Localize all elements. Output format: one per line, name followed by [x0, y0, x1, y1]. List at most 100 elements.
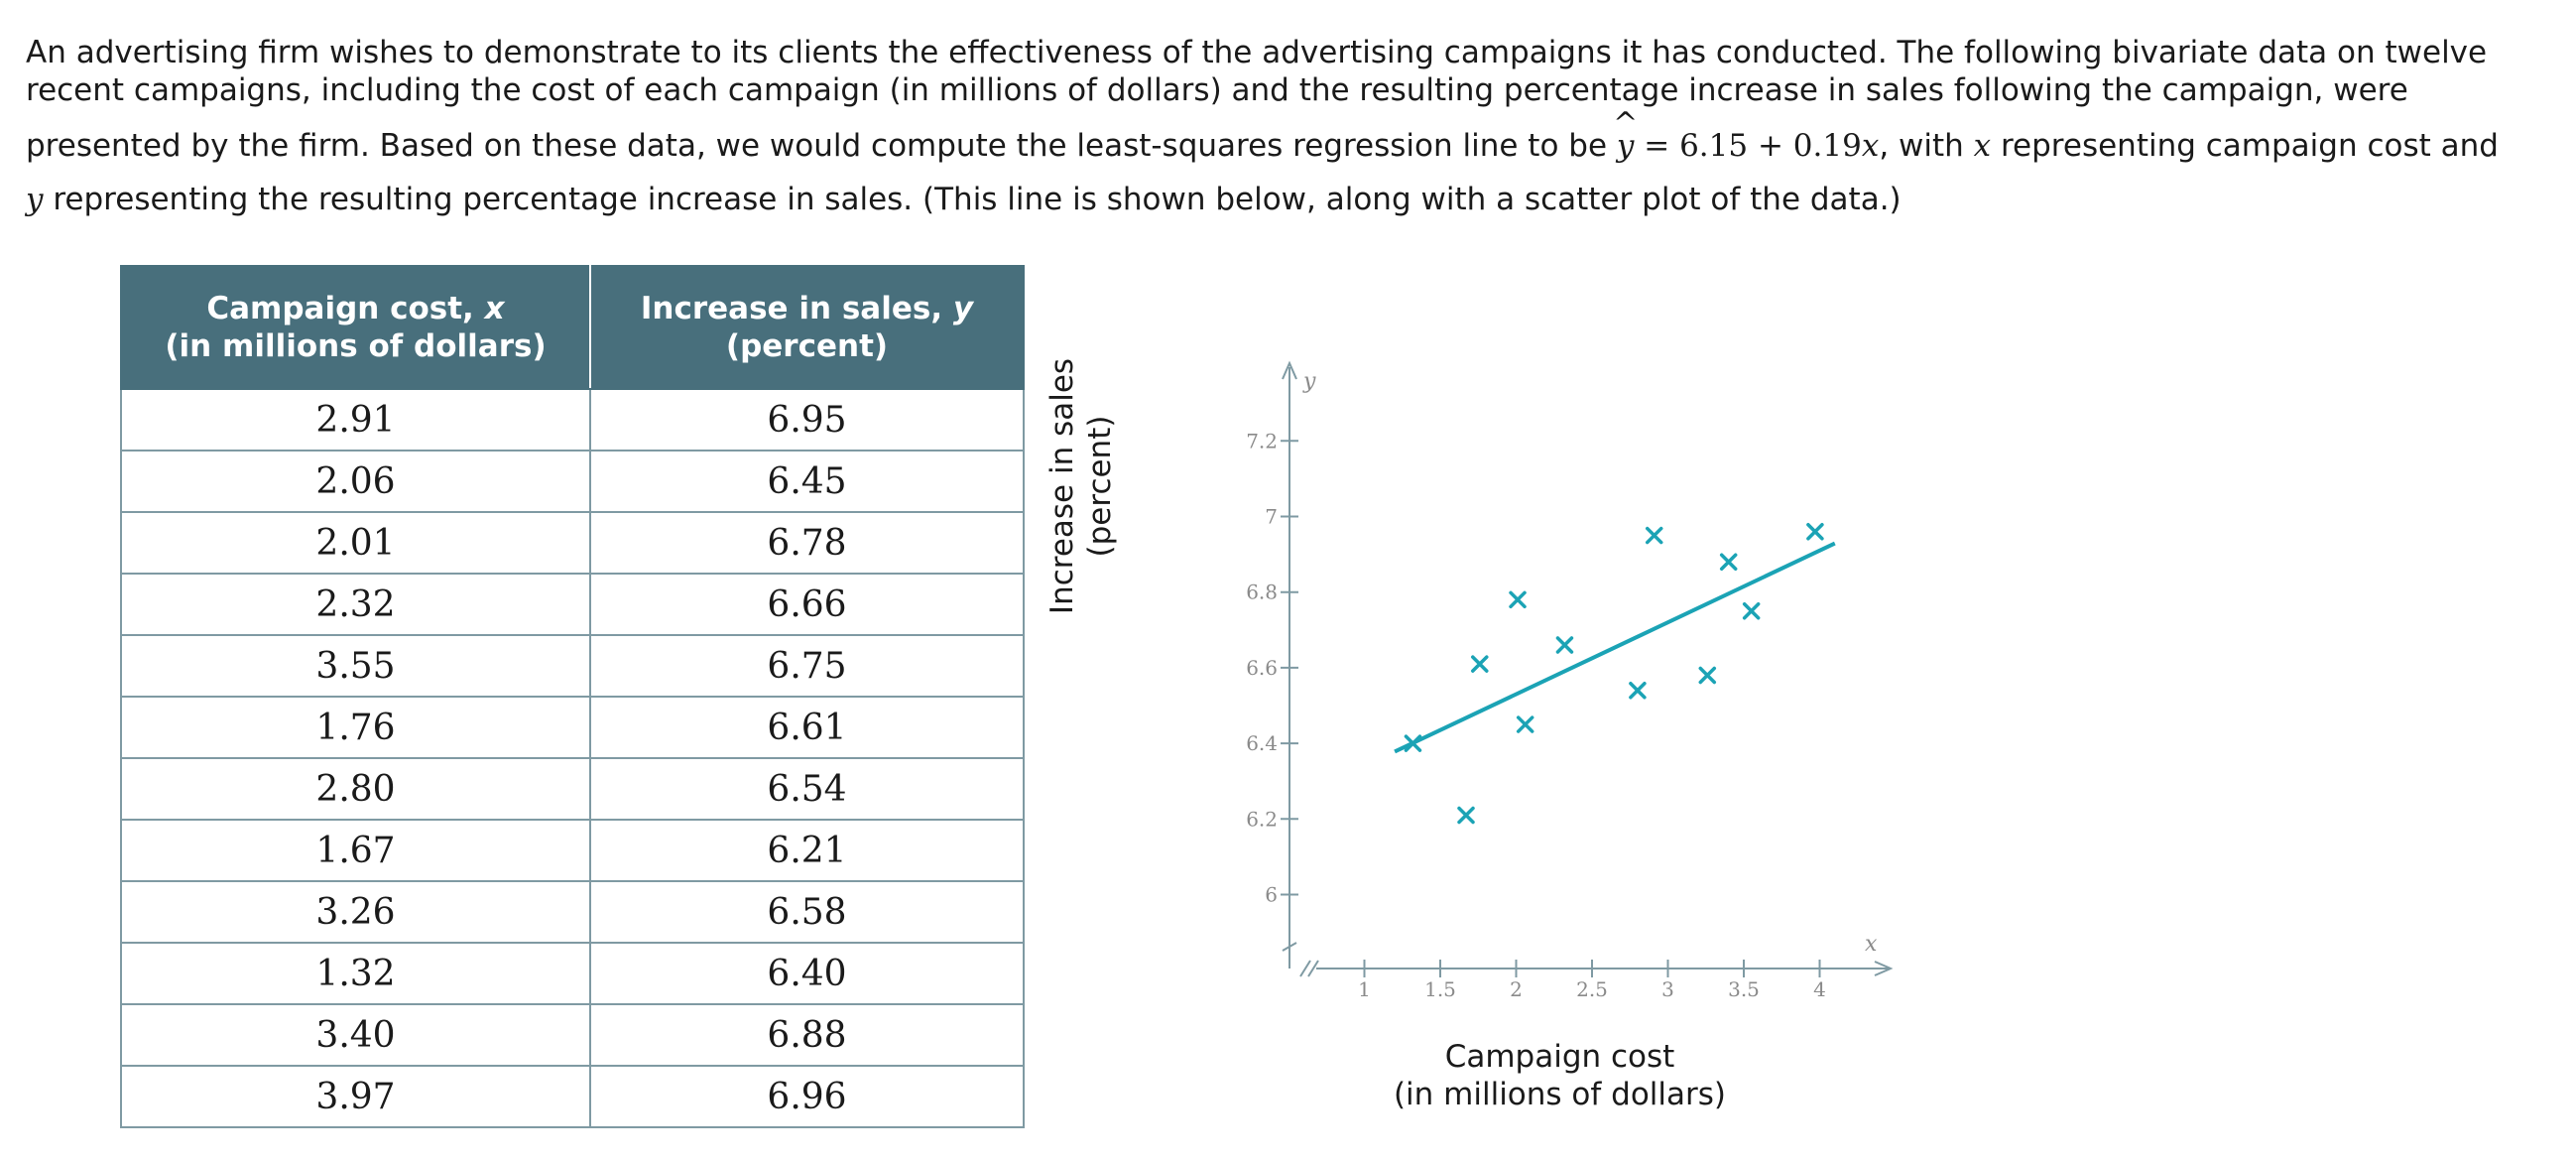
data-point [1806, 522, 1824, 541]
cell-cost: 2.80 [120, 757, 591, 821]
y-tick-label: 6.8 [1246, 581, 1278, 604]
problem-statement: An advertising firm wishes to demonstrat… [26, 34, 2550, 218]
table-header-row: Campaign cost, x (in millions of dollars)… [120, 265, 1025, 390]
x-tick-label: 1.5 [1424, 977, 1456, 1001]
cell-cost: 2.06 [120, 450, 591, 513]
intro-line-4: y representing the resulting percentage … [26, 181, 2550, 218]
header-increase-in-sales: Increase in sales, y (percent) [589, 265, 1025, 390]
y-tick-label: 6.6 [1246, 656, 1278, 680]
table-row: 2.01 6.78 [120, 511, 1025, 575]
regression-line [1394, 541, 1836, 754]
y-axis-break-icon [1282, 942, 1297, 969]
cell-increase: 6.58 [589, 880, 1025, 944]
intro-line-3-text: presented by the firm. Based on these da… [26, 128, 1617, 164]
cell-cost: 1.67 [120, 819, 591, 882]
data-point [1645, 526, 1663, 545]
x-axis-break-icon [1299, 960, 1319, 977]
intro-line-1: An advertising firm wishes to demonstrat… [26, 35, 2488, 70]
x-axis-title-line-1: Campaign cost [1444, 1039, 1675, 1075]
table-row: 1.76 6.61 [120, 696, 1025, 759]
cell-cost: 3.55 [120, 634, 591, 698]
x-axis-letter: x [1865, 932, 1878, 957]
table-row: 3.97 6.96 [120, 1065, 1025, 1128]
y-axis-arrow-icon [1282, 360, 1297, 380]
cell-increase: 6.78 [589, 511, 1025, 575]
header-campaign-cost: Campaign cost, x (in millions of dollars) [120, 265, 591, 390]
cell-cost: 3.40 [120, 1003, 591, 1067]
x-tick-label: 4 [1813, 977, 1826, 1001]
equation-variable: x [1861, 128, 1880, 164]
y-axis-title-line-1: Increase in sales [1044, 357, 1080, 615]
cell-increase: 6.54 [589, 757, 1025, 821]
data-point [1629, 682, 1647, 700]
y-variable: y [26, 182, 44, 217]
header-x-text: Campaign cost, [206, 291, 485, 326]
data-point [1509, 590, 1527, 609]
data-point [1698, 666, 1717, 685]
hat-accent-icon: ^ [1613, 106, 1639, 141]
cell-cost: 1.32 [120, 942, 591, 1005]
x-tick-label: 3.5 [1728, 977, 1760, 1001]
data-table: Campaign cost, x (in millions of dollars)… [120, 265, 1025, 1128]
table-row: 2.32 6.66 [120, 573, 1025, 636]
y-tick-label: 7 [1265, 505, 1278, 529]
data-point [1555, 636, 1574, 654]
header-y-var: y [952, 291, 974, 326]
y-tick-label: 6.2 [1246, 807, 1278, 831]
header-y-text: Increase in sales, [640, 291, 953, 326]
scatter-plot: y x 6 6.2 6.4 6.6 6.8 7 7.2 1 1.5 2 2.5 3 3.5 4 [1246, 360, 1894, 1001]
x-tick-label: 1 [1358, 977, 1371, 1001]
table-row: 3.55 6.75 [120, 634, 1025, 698]
cell-increase: 6.21 [589, 819, 1025, 882]
x-axis-title-line-2: (in millions of dollars) [1393, 1077, 1727, 1112]
data-point [1471, 655, 1489, 673]
cell-cost: 3.26 [120, 880, 591, 944]
cell-cost: 2.32 [120, 573, 591, 636]
cell-increase: 6.88 [589, 1003, 1025, 1067]
intro-line-4-text: representing the resulting percentage in… [43, 182, 1901, 217]
table-row: 1.67 6.21 [120, 819, 1025, 882]
regression-equation: ^ y = 6.15 + 0.19x [1613, 106, 1880, 165]
y-tick-label: 6 [1265, 883, 1278, 907]
data-point [1742, 602, 1761, 620]
cell-increase: 6.75 [589, 634, 1025, 698]
table-row: 1.32 6.40 [120, 942, 1025, 1005]
table-row: 2.06 6.45 [120, 450, 1025, 513]
data-point [1404, 734, 1422, 752]
equation-rhs: = 6.15 + 0.19 [1634, 128, 1862, 164]
y-hat-symbol: ^ y [1613, 106, 1638, 165]
header-x-unit: (in millions of dollars) [165, 328, 547, 364]
x-tick-label: 2.5 [1576, 977, 1608, 1001]
intro-line-3-after-a: , with [1879, 128, 1974, 164]
cell-increase: 6.96 [589, 1065, 1025, 1128]
data-point [1516, 715, 1534, 733]
intro-line-2: recent campaigns, including the cost of … [26, 72, 2408, 108]
data-point [1719, 553, 1738, 571]
y-axis-title: Increase in sales (percent) [1043, 278, 1119, 695]
intro-line-3-after-b: representing campaign cost and [1991, 128, 2499, 164]
y-tick-label: 7.2 [1246, 429, 1278, 452]
cell-increase: 6.66 [589, 573, 1025, 636]
table-row: 2.80 6.54 [120, 757, 1025, 821]
header-x-var: x [484, 291, 505, 326]
x-variable: x [1973, 128, 1992, 164]
cell-increase: 6.40 [589, 942, 1025, 1005]
y-tick-label: 6.4 [1246, 731, 1278, 755]
cell-cost: 2.01 [120, 511, 591, 575]
cell-cost: 1.76 [120, 696, 591, 759]
cell-cost: 3.97 [120, 1065, 591, 1128]
table-row: 3.40 6.88 [120, 1003, 1025, 1067]
y-hat-letter: y [1616, 128, 1635, 164]
cell-cost: 2.91 [120, 388, 591, 452]
cell-increase: 6.95 [589, 388, 1025, 452]
y-axis-letter: y [1302, 369, 1316, 394]
cell-increase: 6.61 [589, 696, 1025, 759]
y-axis-title-line-2: (percent) [1082, 415, 1118, 558]
data-point [1457, 806, 1475, 825]
table-row: 3.26 6.58 [120, 880, 1025, 944]
x-axis-arrow-icon [1874, 961, 1894, 976]
header-y-unit: (percent) [725, 328, 889, 364]
x-tick-label: 3 [1661, 977, 1674, 1001]
x-axis-title: Campaign cost (in millions of dollars) [1359, 1038, 1761, 1113]
x-tick-label: 2 [1510, 977, 1523, 1001]
